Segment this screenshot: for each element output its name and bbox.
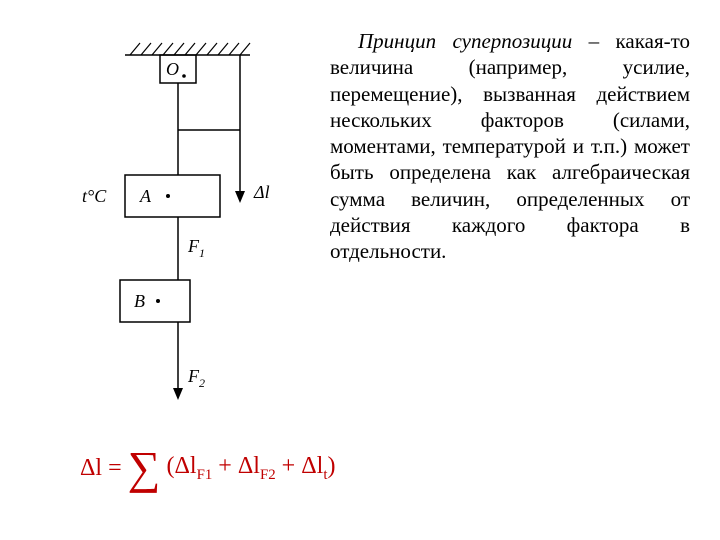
label-O: O xyxy=(166,59,179,79)
label-tC: t°C xyxy=(82,186,107,206)
mechanics-diagram: O Δl A t°C F1 B F xyxy=(40,20,320,420)
support-hatch xyxy=(130,43,250,55)
formula-lhs: Δl = xyxy=(80,455,122,482)
formula-rhs: (ΔlF1 + ΔlF2 + Δlt) xyxy=(166,453,335,484)
sigma-icon: ∑ xyxy=(122,445,167,491)
label-A: A xyxy=(139,186,152,206)
diagram-svg: O Δl A t°C F1 B F xyxy=(40,20,320,420)
arrow-dl xyxy=(235,191,245,203)
lead-phrase: Принцип суперпозиции xyxy=(358,29,572,53)
dot-B xyxy=(156,299,160,303)
page: O Δl A t°C F1 B F xyxy=(0,0,720,540)
definition-text: Принцип суперпозиции – какая-то величина… xyxy=(330,28,690,264)
label-dl: Δl xyxy=(253,182,270,202)
arrow-F2 xyxy=(173,388,183,400)
box-B xyxy=(120,280,190,322)
superposition-formula: Δl = ∑ (ΔlF1 + ΔlF2 + Δlt) xyxy=(80,445,640,491)
lead-dash: – xyxy=(572,29,615,53)
label-F2: F2 xyxy=(187,366,205,390)
dot-A xyxy=(166,194,170,198)
label-B: B xyxy=(134,291,145,311)
label-F1: F1 xyxy=(187,236,205,260)
body-text: какая-то величина (например, усилие, пер… xyxy=(330,29,690,263)
dot-O xyxy=(182,74,186,78)
